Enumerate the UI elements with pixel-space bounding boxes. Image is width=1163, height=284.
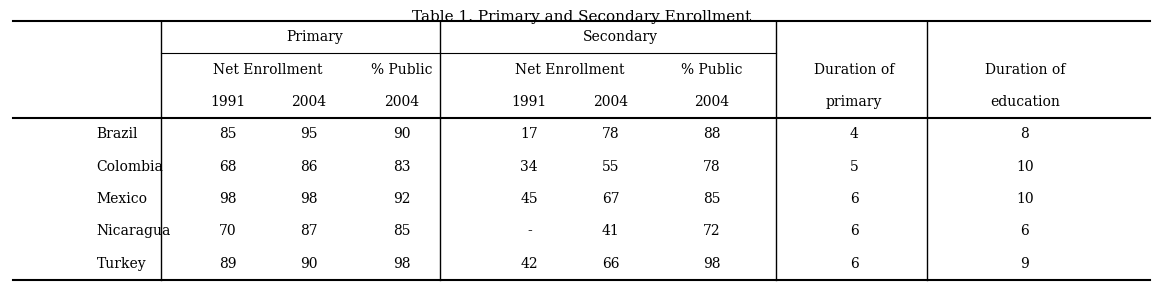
Text: 6: 6 — [850, 257, 858, 271]
Text: 10: 10 — [1016, 192, 1034, 206]
Text: 92: 92 — [393, 192, 411, 206]
Text: 98: 98 — [219, 192, 236, 206]
Text: 85: 85 — [219, 127, 236, 141]
Text: 68: 68 — [219, 160, 236, 174]
Text: 1991: 1991 — [512, 95, 547, 109]
Text: Net Enrollment: Net Enrollment — [515, 62, 625, 77]
Text: 67: 67 — [601, 192, 620, 206]
Text: Turkey: Turkey — [97, 257, 147, 271]
Text: % Public: % Public — [680, 62, 742, 77]
Text: 5: 5 — [850, 160, 858, 174]
Text: 2004: 2004 — [384, 95, 419, 109]
Text: Primary: Primary — [286, 30, 343, 44]
Text: 90: 90 — [300, 257, 317, 271]
Text: 9: 9 — [1020, 257, 1029, 271]
Text: Brazil: Brazil — [97, 127, 138, 141]
Text: 34: 34 — [521, 160, 538, 174]
Text: Table 1. Primary and Secondary Enrollment: Table 1. Primary and Secondary Enrollmen… — [412, 10, 751, 24]
Text: 8: 8 — [1020, 127, 1029, 141]
Text: 70: 70 — [219, 224, 236, 238]
Text: 89: 89 — [219, 257, 236, 271]
Text: Mexico: Mexico — [97, 192, 148, 206]
Text: Duration of: Duration of — [814, 62, 894, 77]
Text: 98: 98 — [393, 257, 411, 271]
Text: 85: 85 — [393, 224, 411, 238]
Text: Duration of: Duration of — [985, 62, 1065, 77]
Text: primary: primary — [826, 95, 883, 109]
Text: Nicaragua: Nicaragua — [97, 224, 171, 238]
Text: 87: 87 — [300, 224, 317, 238]
Text: 2004: 2004 — [593, 95, 628, 109]
Text: Net Enrollment: Net Enrollment — [214, 62, 323, 77]
Text: 10: 10 — [1016, 160, 1034, 174]
Text: 1991: 1991 — [211, 95, 245, 109]
Text: 2004: 2004 — [694, 95, 729, 109]
Text: 6: 6 — [850, 192, 858, 206]
Text: Colombia: Colombia — [97, 160, 164, 174]
Text: 83: 83 — [393, 160, 411, 174]
Text: 6: 6 — [1020, 224, 1029, 238]
Text: 41: 41 — [601, 224, 620, 238]
Text: 2004: 2004 — [291, 95, 327, 109]
Text: -: - — [527, 224, 531, 238]
Text: 78: 78 — [702, 160, 720, 174]
Text: 90: 90 — [393, 127, 411, 141]
Text: 98: 98 — [300, 192, 317, 206]
Text: 95: 95 — [300, 127, 317, 141]
Text: 88: 88 — [702, 127, 720, 141]
Text: 45: 45 — [521, 192, 538, 206]
Text: 66: 66 — [601, 257, 619, 271]
Text: 17: 17 — [520, 127, 538, 141]
Text: 85: 85 — [702, 192, 720, 206]
Text: 4: 4 — [850, 127, 858, 141]
Text: 78: 78 — [601, 127, 620, 141]
Text: 72: 72 — [702, 224, 720, 238]
Text: Secondary: Secondary — [583, 30, 658, 44]
Text: education: education — [990, 95, 1059, 109]
Text: 6: 6 — [850, 224, 858, 238]
Text: 86: 86 — [300, 160, 317, 174]
Text: 98: 98 — [702, 257, 720, 271]
Text: % Public: % Public — [371, 62, 433, 77]
Text: 42: 42 — [521, 257, 538, 271]
Text: 55: 55 — [601, 160, 619, 174]
